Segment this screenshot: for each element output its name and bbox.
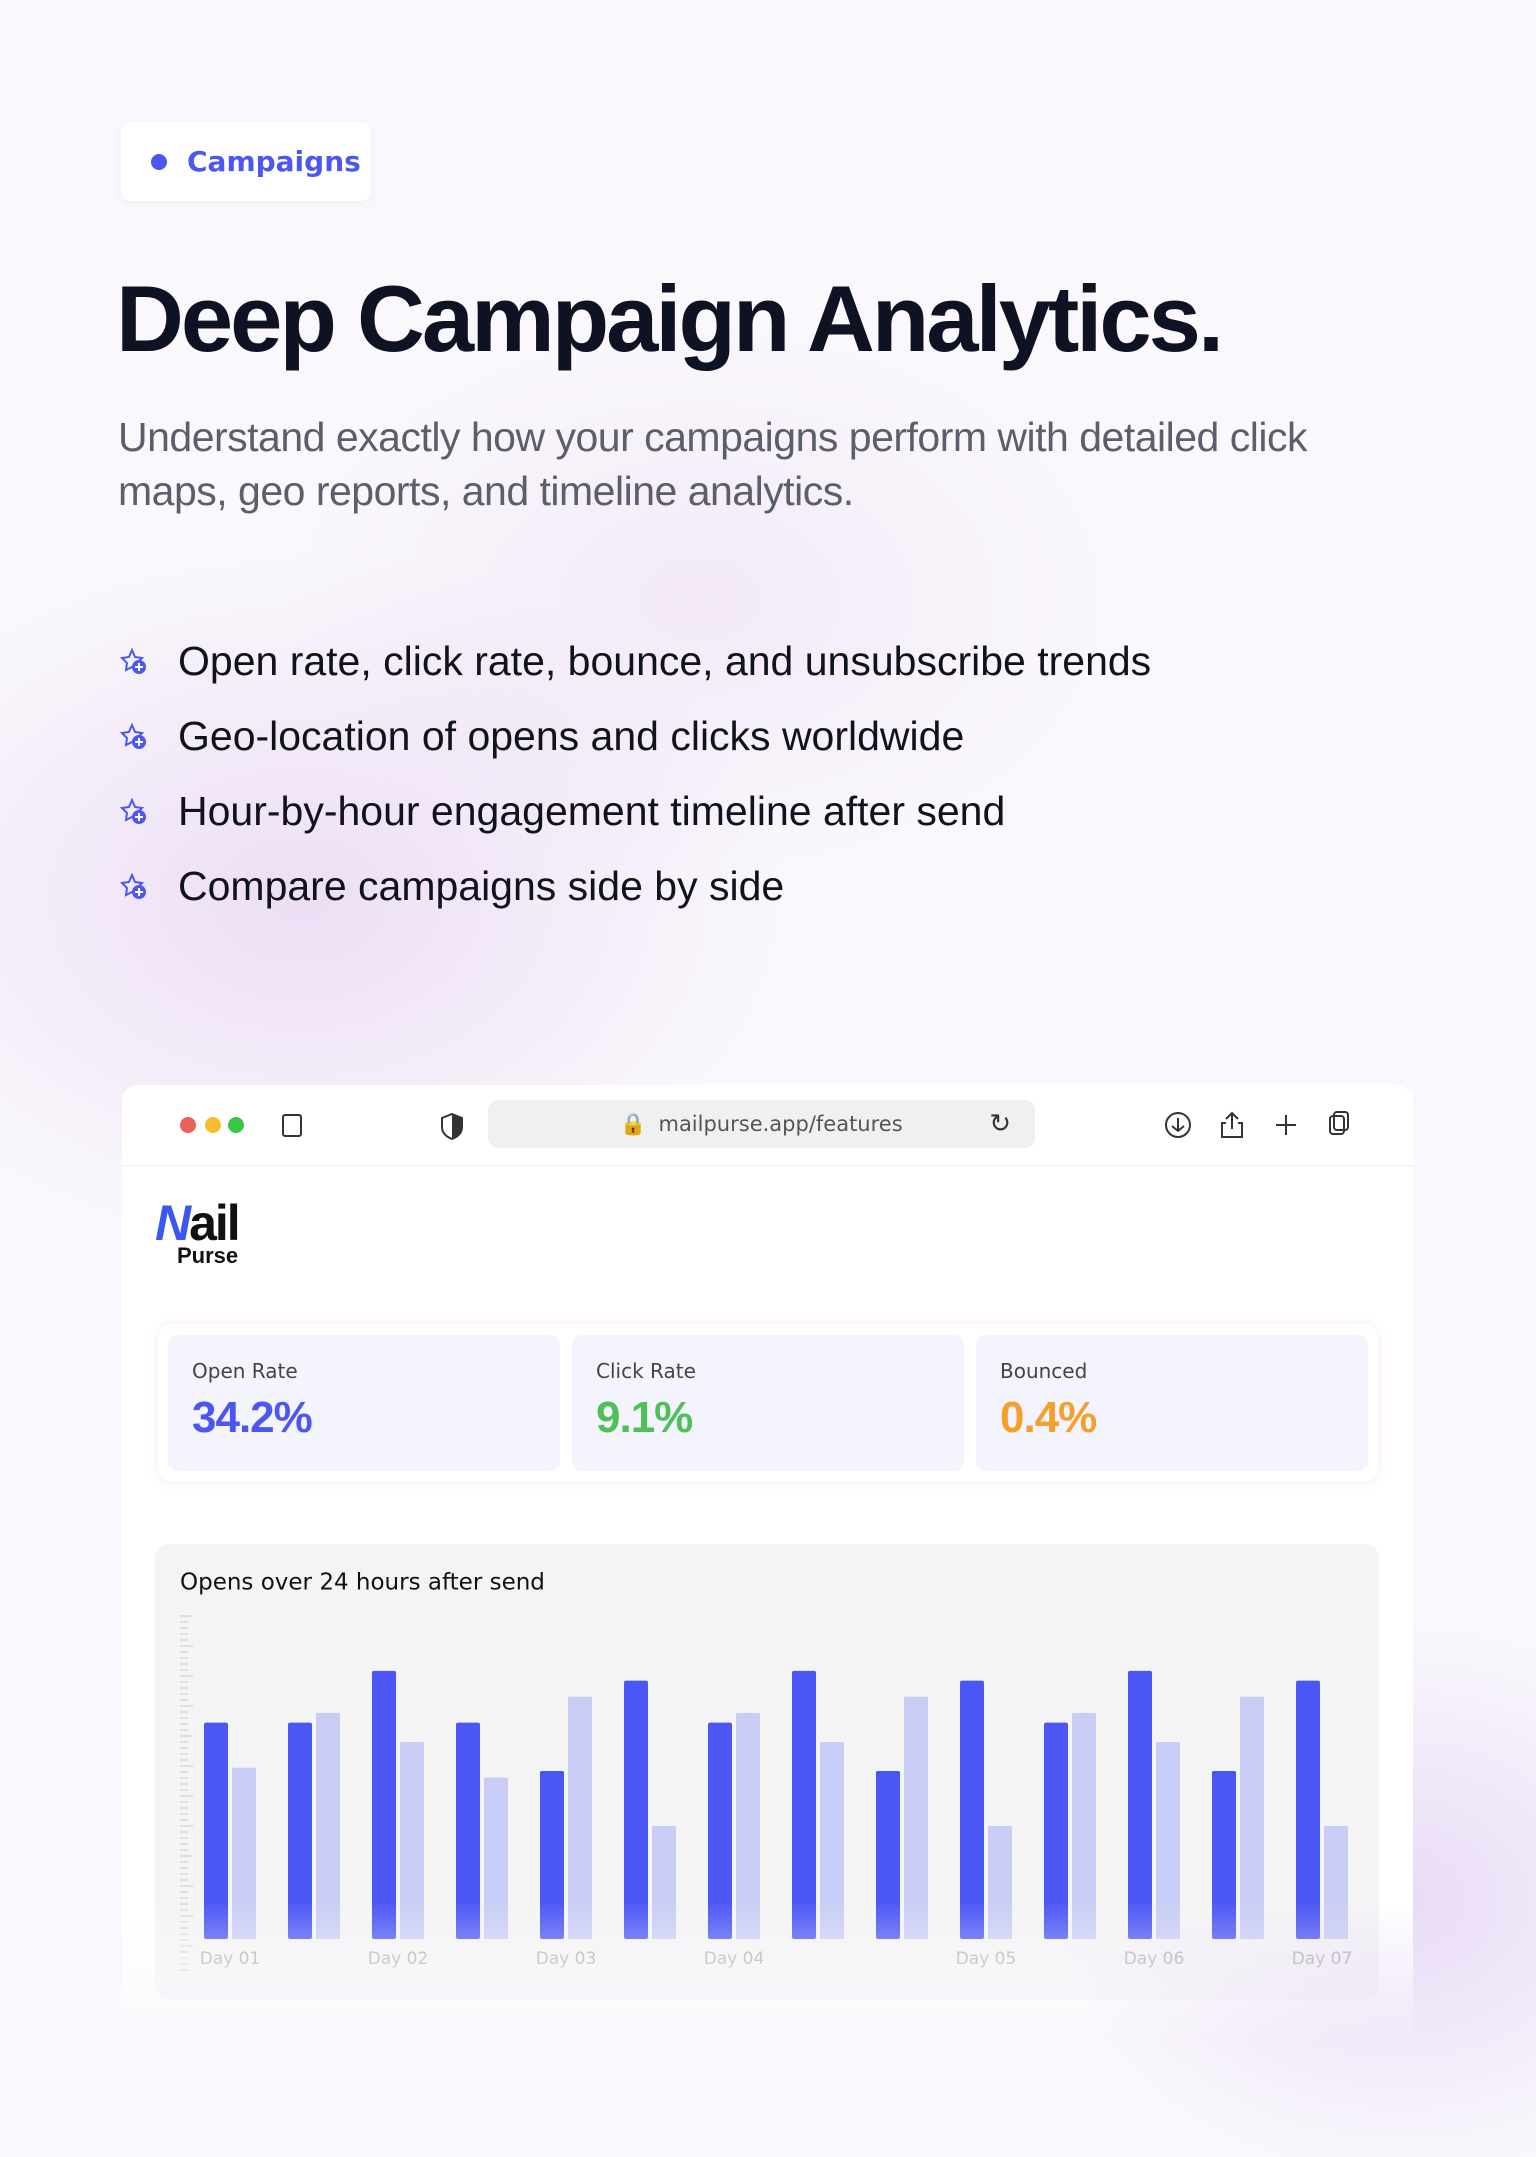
stat-value: 9.1% xyxy=(596,1393,693,1442)
bar xyxy=(1128,1670,1152,1939)
bar xyxy=(736,1712,760,1939)
stats-row: Open Rate 34.2% Click Rate 9.1% Bounced 0.4% xyxy=(158,1324,1378,1482)
chart: Opens over 24 hours after send Day 01 Day… xyxy=(180,1570,1353,1971)
browser-window: 🔒 mailpurse.app/features ↻ Nail Purse Ope… xyxy=(122,1085,1413,2045)
bar xyxy=(1156,1741,1180,1939)
stat-value: 34.2% xyxy=(192,1393,313,1442)
feature-icon xyxy=(120,872,146,899)
bar xyxy=(988,1825,1012,1939)
feature-text: Geo-location of opens and clicks worldwi… xyxy=(178,713,965,759)
subtitle: Understand exactly how your campaigns pe… xyxy=(118,410,1307,518)
browser-toolbar: 🔒 mailpurse.app/features ↻ xyxy=(122,1085,1413,1166)
bar xyxy=(792,1670,816,1939)
badge: Campaigns xyxy=(121,122,371,201)
feature-icon xyxy=(120,797,146,824)
reload-icon[interactable]: ↻ xyxy=(989,1109,1011,1139)
x-tick-label: Day 03 xyxy=(536,1949,597,1969)
logo-text: Purse xyxy=(177,1243,239,1268)
stat-card: Bounced 0.4% xyxy=(976,1335,1368,1471)
x-tick-label: Day 02 xyxy=(368,1949,429,1969)
bar xyxy=(204,1722,228,1939)
bar xyxy=(904,1696,928,1939)
logo-text: ail xyxy=(189,1195,241,1251)
bar xyxy=(708,1722,732,1939)
feature-item: Open rate, click rate, bounce, and unsub… xyxy=(120,638,1151,685)
subtitle-line: maps, geo reports, and timeline analytic… xyxy=(118,468,854,514)
chart-title: Opens over 24 hours after send xyxy=(180,1570,545,1596)
x-tick-label: Day 05 xyxy=(956,1949,1017,1969)
url-bar[interactable]: 🔒 mailpurse.app/features ↻ xyxy=(488,1100,1035,1148)
bar xyxy=(624,1680,648,1939)
lock-icon: 🔒 xyxy=(620,1112,647,1136)
x-tick-label: Day 04 xyxy=(704,1949,765,1969)
bar xyxy=(232,1767,256,1939)
logo: Nail Purse xyxy=(155,1195,241,1268)
toolbar-icons xyxy=(180,1111,1349,1141)
feature-item: Hour-by-hour engagement timeline after s… xyxy=(120,788,1005,835)
bar xyxy=(456,1722,480,1939)
bar xyxy=(1072,1712,1096,1939)
bar xyxy=(484,1777,508,1939)
x-tick-label: Day 06 xyxy=(1124,1949,1185,1969)
url: mailpurse.app/features xyxy=(658,1112,903,1136)
bar xyxy=(540,1771,564,1939)
feature-icon xyxy=(120,722,146,749)
bar xyxy=(568,1696,592,1939)
bar xyxy=(400,1741,424,1939)
bar xyxy=(820,1741,844,1939)
bar xyxy=(1324,1825,1348,1939)
stat-card: Open Rate 34.2% xyxy=(168,1335,560,1471)
feature-text: Hour-by-hour engagement timeline after s… xyxy=(178,788,1006,834)
feature-text: Open rate, click rate, bounce, and unsub… xyxy=(178,638,1152,684)
stat-label: Bounced xyxy=(1000,1359,1088,1383)
bar xyxy=(652,1825,676,1939)
bar xyxy=(288,1722,312,1939)
feature-icon xyxy=(120,647,146,674)
bar xyxy=(316,1712,340,1939)
bar xyxy=(1212,1771,1236,1939)
bar xyxy=(372,1670,396,1939)
bar xyxy=(1240,1696,1264,1939)
feature-item: Compare campaigns side by side xyxy=(120,863,784,910)
subtitle-line: Understand exactly how your campaigns pe… xyxy=(118,414,1307,460)
bar xyxy=(1044,1722,1068,1939)
feature-text: Compare campaigns side by side xyxy=(178,863,785,909)
stat-card: Click Rate 9.1% xyxy=(572,1335,964,1471)
bar xyxy=(876,1771,900,1939)
bar xyxy=(960,1680,984,1939)
stat-value: 0.4% xyxy=(1000,1393,1097,1442)
x-tick-label: Day 01 xyxy=(200,1949,261,1969)
feature-item: Geo-location of opens and clicks worldwi… xyxy=(120,713,964,760)
stat-label: Click Rate xyxy=(596,1359,696,1383)
x-tick-label: Day 07 xyxy=(1292,1949,1353,1969)
chart-panel: Opens over 24 hours after send Day 01 Day… xyxy=(155,1544,1379,2000)
title: Deep Campaign Analytics. xyxy=(116,266,1224,371)
stat-label: Open Rate xyxy=(192,1359,298,1383)
bar xyxy=(1296,1680,1320,1939)
